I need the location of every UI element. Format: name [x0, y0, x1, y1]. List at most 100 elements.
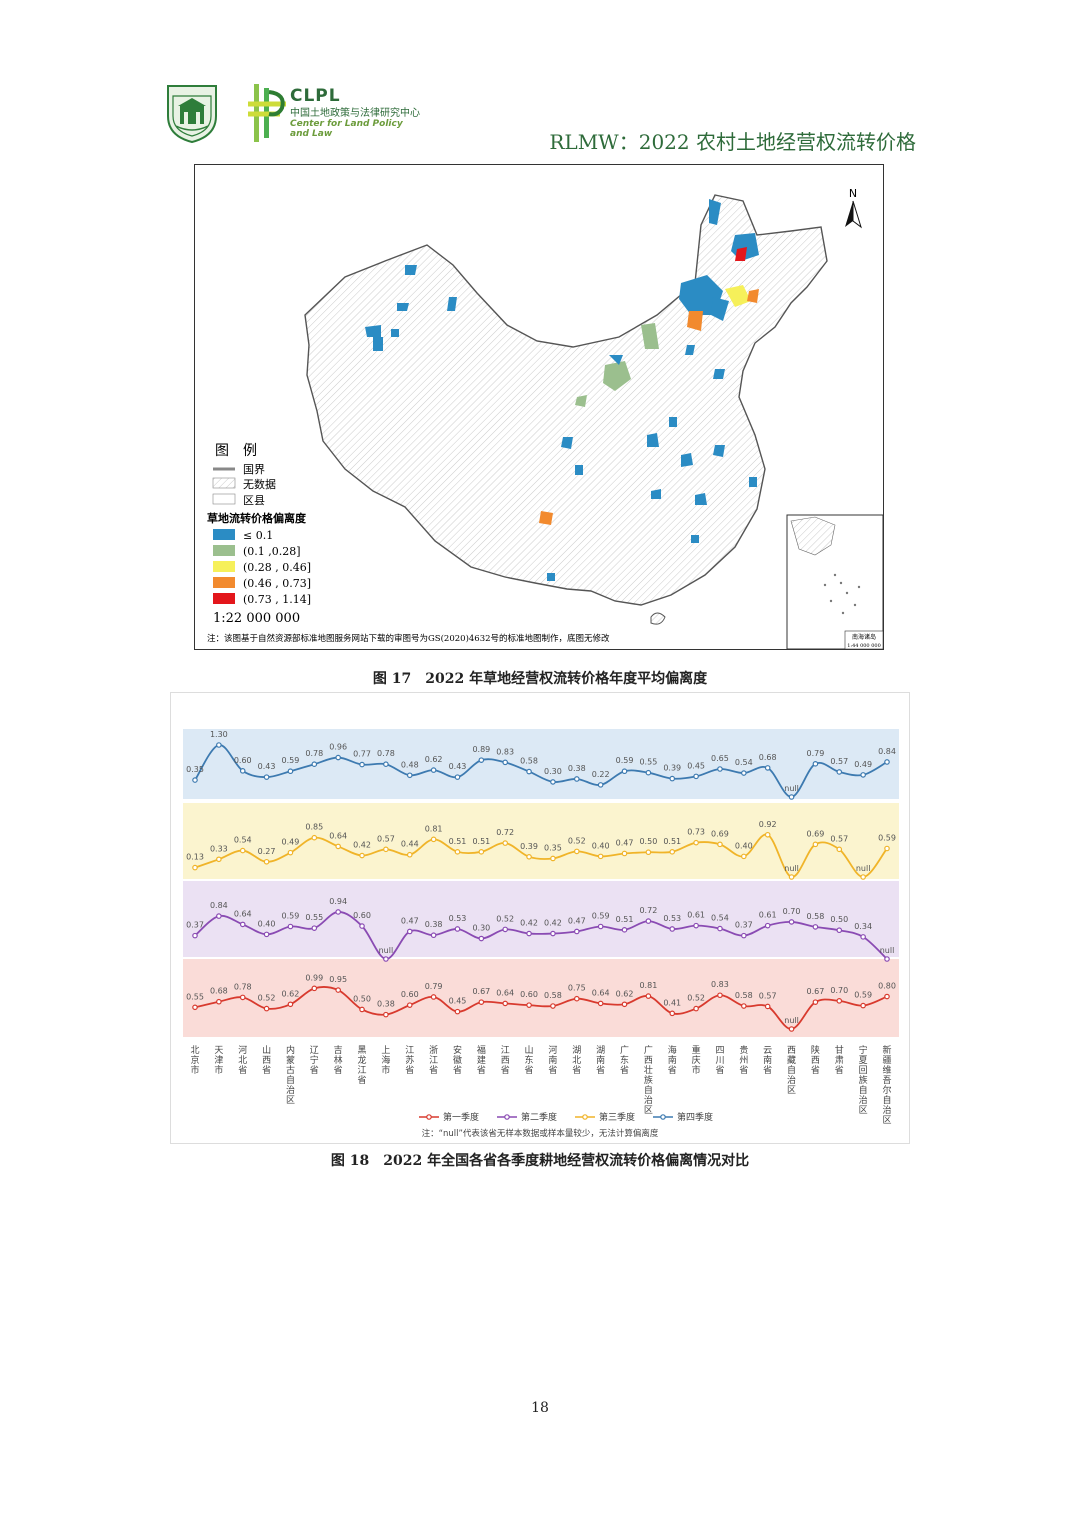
data-point [550, 779, 556, 785]
data-label: 0.49 [282, 838, 300, 847]
data-label: 0.69 [807, 829, 825, 838]
data-label: 0.65 [711, 754, 729, 763]
data-point [860, 772, 866, 778]
legend-label: 第二季度 [521, 1111, 557, 1123]
data-point [597, 923, 604, 930]
data-point [741, 932, 747, 939]
data-point [239, 994, 246, 1001]
data-label: 0.58 [807, 912, 825, 921]
map-regions [365, 199, 759, 581]
data-label: 0.68 [210, 987, 228, 996]
category-label: 海南省 [668, 1044, 677, 1076]
data-point [645, 849, 652, 856]
legend-marker [660, 1114, 666, 1120]
data-label: 0.47 [401, 916, 419, 925]
data-point [406, 928, 413, 935]
data-point [693, 773, 699, 780]
data-point [717, 992, 723, 999]
data-label: 0.72 [639, 906, 657, 915]
data-point [383, 846, 389, 853]
data-point [717, 766, 723, 772]
category-label: 重庆市 [692, 1044, 701, 1076]
data-label: 0.51 [449, 837, 467, 846]
data-label: 1.30 [210, 730, 228, 739]
map-note: 注：该图基于自然资源部标准地图服务网站下载的审图号为GS(2020)4632号的… [207, 633, 610, 644]
data-label: 0.96 [329, 743, 347, 752]
data-point [573, 995, 580, 1002]
data-label: 0.60 [234, 756, 252, 765]
data-point [836, 846, 843, 853]
data-label: 0.67 [472, 987, 490, 996]
data-point [693, 922, 699, 929]
clpl-logo: CLPL 中国土地政策与法律研究中心 Center for Land Polic… [246, 82, 422, 144]
data-label: 0.84 [878, 747, 896, 756]
data-point [550, 855, 556, 862]
data-point [812, 924, 819, 930]
data-point [263, 1005, 270, 1012]
category-label: 黑龙江省 [358, 1045, 367, 1086]
data-label: 0.73 [687, 828, 705, 837]
data-point [550, 1003, 556, 1009]
data-label: 0.69 [711, 829, 729, 838]
data-label: 0.30 [544, 767, 562, 776]
data-point [669, 775, 676, 782]
data-label: 0.57 [377, 834, 395, 843]
data-point [454, 774, 461, 780]
data-point [860, 874, 866, 880]
data-point [788, 874, 795, 880]
data-point [406, 772, 413, 779]
data-label: 0.64 [592, 988, 610, 997]
data-label: 0.52 [258, 994, 276, 1003]
data-point [526, 1002, 532, 1008]
data-label: null [784, 784, 799, 793]
data-label: 0.47 [568, 916, 586, 925]
data-point [597, 782, 604, 788]
quarterly-deviation-chart: 0.35 1.30 0.60 0.43 0.59 0.78 0.96 0.77 0.78 0.48… [170, 692, 910, 1144]
data-label: 0.78 [377, 749, 395, 758]
category-label: 广西壮族自治区 [644, 1044, 653, 1116]
data-point [216, 856, 222, 863]
data-label: 0.43 [258, 762, 276, 771]
data-point [741, 853, 747, 860]
figure-18-caption: 图 18 2022 年全国各省各季度耕地经营权流转价格偏离情况对比 [330, 1153, 750, 1169]
data-label: 0.75 [568, 984, 586, 993]
data-point [430, 767, 437, 773]
data-point [406, 851, 413, 858]
data-point [406, 1002, 413, 1008]
north-arrow-icon: N [845, 187, 862, 229]
legend-item-county: 区县 [243, 494, 265, 507]
data-label: 0.60 [520, 990, 538, 999]
data-point [335, 909, 341, 915]
legend-class-title: 草地流转价格偏离度 [207, 511, 307, 525]
data-label: 0.77 [353, 750, 371, 759]
clpl-abbr: CLPL [290, 86, 341, 106]
data-label: 0.62 [425, 755, 443, 764]
data-label: 0.57 [830, 757, 848, 766]
data-point [621, 768, 628, 775]
category-label: 河北省 [238, 1044, 247, 1076]
data-point [741, 770, 747, 776]
data-label: 0.57 [830, 834, 848, 843]
data-label: 0.70 [783, 907, 801, 916]
data-label: 0.40 [735, 841, 753, 850]
data-point [216, 742, 222, 748]
data-label: 0.64 [234, 909, 252, 918]
data-point [884, 993, 890, 1000]
data-label: null [784, 864, 799, 873]
data-point [860, 1002, 866, 1009]
data-point [263, 774, 270, 780]
category-label: 新疆维吾尔自治区 [882, 1044, 891, 1126]
data-label: 0.60 [353, 911, 371, 920]
data-label: 0.67 [807, 987, 825, 996]
category-label: 山西省 [262, 1045, 271, 1076]
data-label: 0.94 [329, 897, 347, 906]
data-label: 0.45 [449, 997, 467, 1006]
data-label: 0.58 [735, 991, 753, 1000]
data-point [621, 927, 628, 933]
data-label: 0.13 [186, 853, 204, 862]
data-label: 0.83 [496, 747, 514, 756]
band-第三季度 [183, 803, 899, 879]
data-point [192, 777, 198, 783]
data-point [764, 1003, 771, 1010]
data-point [359, 1006, 365, 1013]
